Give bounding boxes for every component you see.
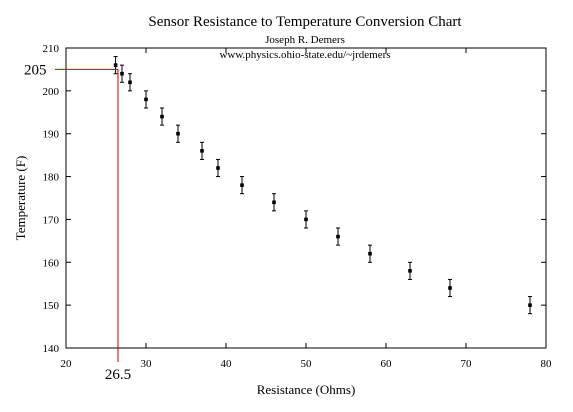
annotation: 205 26.5 [24, 62, 131, 383]
x-tick-label: 20 [61, 358, 73, 370]
annotation-y-label: 205 [24, 62, 47, 78]
x-tick-label: 70 [461, 358, 473, 370]
data-point [144, 90, 148, 109]
point-marker [336, 234, 340, 239]
y-tick-label: 180 [43, 172, 60, 184]
x-tick-label: 40 [221, 358, 233, 370]
point-marker [240, 183, 244, 187]
data-point [528, 296, 532, 315]
data-point [160, 107, 164, 126]
point-marker [216, 166, 220, 170]
annotation-x-label: 26.5 [105, 367, 131, 383]
data-point [272, 193, 276, 212]
y-tick-label: 210 [43, 43, 60, 55]
x-tick-label: 80 [541, 358, 553, 370]
data-points [113, 56, 532, 315]
y-axis-label: Temperature (F) [13, 156, 28, 241]
data-point [120, 64, 124, 83]
data-point [304, 210, 308, 229]
point-marker [128, 80, 132, 85]
chart-subtitle-url: www.physics.ohio-state.edu/~jrdemers [219, 49, 390, 61]
data-point [368, 244, 372, 263]
point-marker [113, 63, 118, 67]
plot-frame [65, 47, 547, 349]
data-point [113, 56, 118, 75]
point-marker [408, 269, 412, 273]
axis-ticks: 20 30 40 50 60 70 80 140 150 160 170 180 190 200 210 [43, 43, 553, 370]
point-marker [528, 303, 532, 307]
point-marker [120, 71, 124, 76]
x-tick-label: 50 [301, 358, 313, 370]
point-marker [200, 149, 204, 153]
x-axis-label: Resistance (Ohms) [257, 382, 356, 397]
point-marker [176, 131, 180, 136]
y-tick-label: 150 [43, 300, 60, 312]
chart-title: Sensor Resistance to Temperature Convers… [148, 14, 462, 30]
data-point [200, 141, 204, 160]
point-marker [368, 251, 372, 256]
point-marker [272, 200, 276, 205]
y-tick-label: 190 [43, 129, 60, 141]
data-point [448, 278, 452, 298]
x-tick-label: 60 [381, 358, 393, 370]
data-point [240, 176, 244, 195]
y-tick-label: 160 [43, 257, 60, 269]
data-point [176, 124, 180, 143]
y-tick-label: 200 [43, 86, 60, 98]
y-tick-label: 170 [43, 214, 60, 226]
point-marker [144, 97, 148, 102]
point-marker [160, 114, 164, 119]
chart-subtitle-author: Joseph R. Demers [265, 34, 345, 46]
data-point [336, 227, 340, 246]
data-point [408, 261, 412, 280]
x-tick-label: 30 [141, 358, 153, 370]
data-point [128, 73, 132, 92]
point-marker [448, 286, 452, 290]
y-tick-label: 140 [43, 343, 60, 355]
point-marker [304, 217, 308, 222]
data-point [216, 158, 220, 178]
